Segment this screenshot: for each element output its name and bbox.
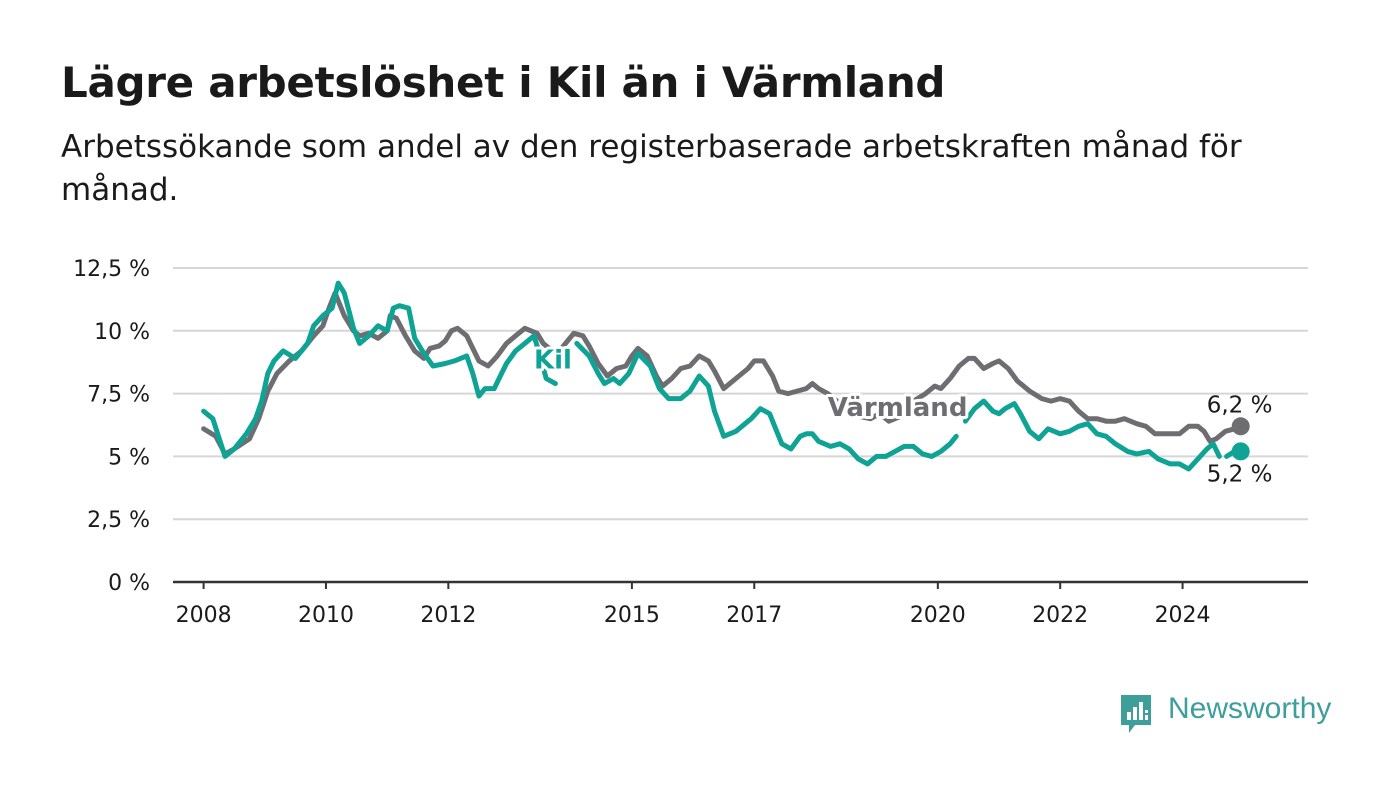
x-tick-label: 2022 (1032, 603, 1088, 628)
series-line-kil (201, 280, 558, 459)
y-tick-label: 0 % (108, 571, 150, 596)
gridlines (173, 267, 1308, 521)
newsworthy-logo-icon (1121, 695, 1151, 733)
end-dot-kil (1231, 442, 1250, 461)
x-tick-label: 2017 (726, 603, 782, 628)
end-dot-varmland (1231, 417, 1250, 436)
series-line-kil_c (962, 398, 1222, 472)
y-tick-label: 5 % (108, 445, 150, 470)
x-tick-label: 2015 (604, 603, 660, 628)
series-label-varmland: Värmland (828, 393, 968, 423)
series-label-kil: Kil (534, 345, 572, 375)
x-tick-label: 2008 (176, 603, 232, 628)
end-label-kil: 5,2 % (1207, 461, 1273, 487)
newsworthy-logo-text: Newsworthy (1168, 692, 1332, 725)
end-label-varmland: 6,2 % (1207, 392, 1273, 418)
series-line-kil_b (574, 340, 959, 467)
chart-title: Lägre arbetslöshet i Kil än i Värmland (61, 58, 946, 107)
newsworthy-logo: Newsworthy (1118, 690, 1348, 738)
x-axis-ticks: 2008 2010 2012 2015 2017 2020 2022 2024 (176, 582, 1211, 628)
chart-subtitle: Arbetssökande som andel av den registerb… (61, 129, 1242, 208)
y-tick-label: 2,5 % (87, 508, 150, 533)
x-tick-label: 2020 (910, 603, 966, 628)
series-lines: 6,2 % 5,2 % (201, 280, 1273, 487)
y-tick-label: 7,5 % (87, 383, 150, 408)
y-tick-label: 12,5 % (73, 257, 150, 282)
y-axis-ticks: 0 % 2,5 % 5 % 7,5 % 10 % 12,5 % (73, 257, 150, 596)
x-tick-label: 2010 (298, 603, 354, 628)
y-tick-label: 10 % (94, 320, 150, 345)
series-labels: Kil Värmland (531, 342, 970, 426)
x-tick-label: 2012 (420, 603, 476, 628)
x-tick-label: 2024 (1155, 603, 1211, 628)
